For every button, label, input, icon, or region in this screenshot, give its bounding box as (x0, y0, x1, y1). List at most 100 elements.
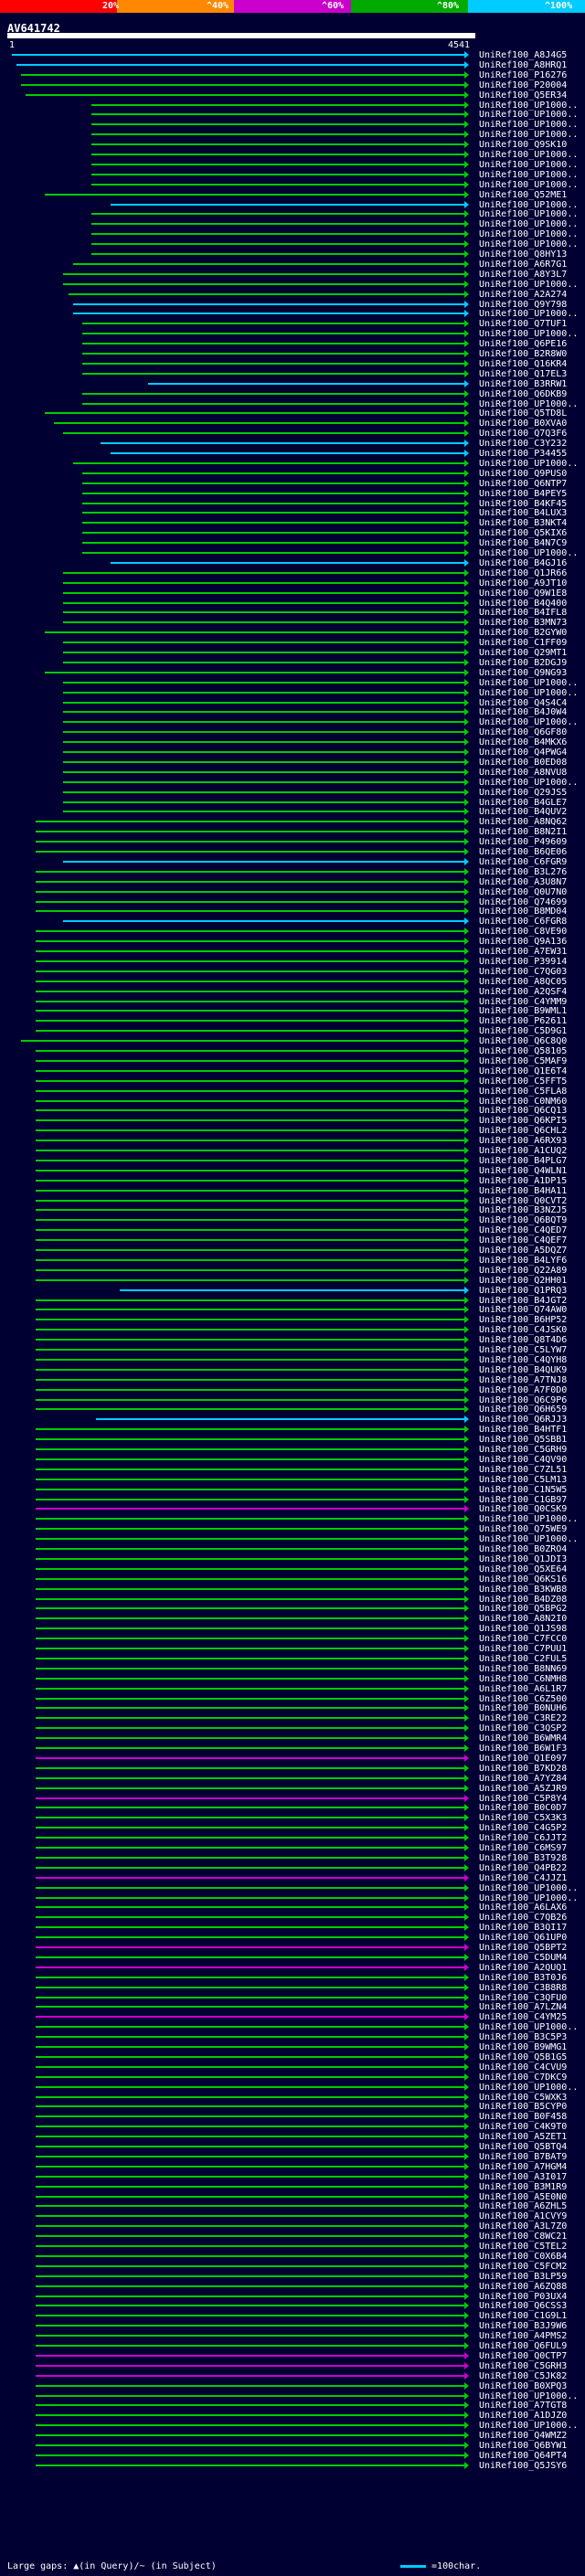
hit-row[interactable]: UniRef100_C4YMM9 (0, 997, 585, 1007)
alignment-line[interactable] (35, 1607, 466, 1610)
hit-label[interactable]: UniRef100_C7ZL51 (479, 1464, 568, 1475)
alignment-line[interactable] (35, 2175, 466, 2178)
hit-row[interactable]: UniRef100_Q0U7N0 (0, 887, 585, 897)
hit-label[interactable]: UniRef100_Q0U7N0 (479, 886, 568, 897)
alignment-line[interactable] (81, 353, 466, 355)
alignment-line[interactable] (35, 1518, 466, 1521)
alignment-line[interactable] (63, 920, 466, 923)
hit-label[interactable]: UniRef100_Q7TUF1 (479, 319, 568, 330)
hit-label[interactable]: UniRef100_B3L276 (479, 866, 568, 877)
hit-label[interactable]: UniRef100_Q5BPT2 (479, 1943, 568, 1953)
alignment-line[interactable] (35, 2254, 466, 2257)
hit-label[interactable]: UniRef100_C4JSK0 (479, 1325, 568, 1336)
alignment-line[interactable] (35, 1717, 466, 1720)
hit-row[interactable]: UniRef100_P49609 (0, 837, 585, 847)
hit-row[interactable]: UniRef100_UP1000.. (0, 2391, 585, 2401)
hit-label[interactable]: UniRef100_Q6CSS3 (479, 2301, 568, 2312)
hit-label[interactable]: UniRef100_C6JJT2 (479, 1833, 568, 1844)
hit-label[interactable]: UniRef100_C0NM60 (479, 1096, 568, 1107)
alignment-line[interactable] (35, 1786, 466, 1789)
hit-label[interactable]: UniRef100_Q6BYW1 (479, 2441, 568, 2451)
alignment-line[interactable] (35, 1756, 466, 1759)
hit-row[interactable]: UniRef100_UP1000.. (0, 778, 585, 788)
hit-row[interactable]: UniRef100_C5LYW7 (0, 1345, 585, 1355)
alignment-line[interactable] (35, 2026, 466, 2029)
alignment-line[interactable] (35, 1428, 466, 1431)
hit-row[interactable]: UniRef100_Q4PWG4 (0, 747, 585, 758)
hit-label[interactable]: UniRef100_B7KD28 (479, 1763, 568, 1774)
hit-label[interactable]: UniRef100_A8NQ62 (479, 817, 568, 828)
hit-label[interactable]: UniRef100_B0ED08 (479, 757, 568, 768)
hit-label[interactable]: UniRef100_A9JT10 (479, 578, 568, 588)
hit-label[interactable]: UniRef100_C3QFU0 (479, 1992, 568, 2003)
hit-label[interactable]: UniRef100_Q8HY13 (479, 249, 568, 260)
hit-label[interactable]: UniRef100_C5FCM2 (479, 2261, 568, 2272)
hit-row[interactable]: UniRef100_Q4S4C4 (0, 698, 585, 708)
hit-row[interactable]: UniRef100_Q29JS5 (0, 788, 585, 798)
alignment-line[interactable] (35, 2036, 466, 2039)
alignment-line[interactable] (35, 1448, 466, 1450)
hit-label[interactable]: UniRef100_Q17EL3 (479, 368, 568, 379)
hit-row[interactable]: UniRef100_B5CYP0 (0, 2102, 585, 2112)
alignment-line[interactable] (35, 2434, 466, 2437)
hit-row[interactable]: UniRef100_UP1000.. (0, 309, 585, 319)
alignment-line[interactable] (91, 133, 466, 136)
hit-label[interactable]: UniRef100_C5GRH3 (479, 2360, 568, 2371)
hit-label[interactable]: UniRef100_UP1000.. (479, 130, 579, 141)
alignment-line[interactable] (35, 1219, 466, 1222)
alignment-line[interactable] (63, 432, 466, 435)
hit-label[interactable]: UniRef100_A7EW31 (479, 947, 568, 957)
hit-row[interactable]: UniRef100_C4QYH8 (0, 1355, 585, 1365)
hit-label[interactable]: UniRef100_Q0CTP7 (479, 2350, 568, 2361)
alignment-line[interactable] (81, 542, 466, 545)
hit-row[interactable]: UniRef100_C5LM13 (0, 1475, 585, 1485)
alignment-line[interactable] (35, 1329, 466, 1331)
hit-row[interactable]: UniRef100_Q0CVT2 (0, 1196, 585, 1206)
alignment-line[interactable] (35, 990, 466, 992)
alignment-line[interactable] (35, 2464, 466, 2466)
alignment-line[interactable] (35, 2335, 466, 2337)
hit-label[interactable]: UniRef100_UP1000.. (479, 219, 579, 230)
hit-label[interactable]: UniRef100_UP1000.. (479, 777, 579, 788)
hit-label[interactable]: UniRef100_Q2HH01 (479, 1275, 568, 1286)
hit-row[interactable]: UniRef100_A1DP15 (0, 1176, 585, 1186)
alignment-line[interactable] (35, 2325, 466, 2327)
hit-label[interactable]: UniRef100_C5FLA8 (479, 1086, 568, 1097)
alignment-line[interactable] (35, 2146, 466, 2147)
alignment-line[interactable] (63, 701, 466, 704)
hit-row[interactable]: UniRef100_C6FGR8 (0, 917, 585, 927)
hit-label[interactable]: UniRef100_C4QEF7 (479, 1235, 568, 1246)
alignment-line[interactable] (35, 890, 466, 893)
hit-row[interactable]: UniRef100_Q4WMZ2 (0, 2431, 585, 2441)
alignment-line[interactable] (35, 2055, 466, 2058)
hit-label[interactable]: UniRef100_UP1000.. (479, 1514, 579, 1525)
hit-row[interactable]: UniRef100_Q6CHL2 (0, 1126, 585, 1136)
hit-row[interactable]: UniRef100_B9WML1 (0, 1006, 585, 1016)
hit-row[interactable]: UniRef100_Q64PT4 (0, 2451, 585, 2461)
hit-row[interactable]: UniRef100_A5E0N0 (0, 2192, 585, 2202)
hit-label[interactable]: UniRef100_A2QUQ1 (479, 1962, 568, 1973)
hit-label[interactable]: UniRef100_B0NUH6 (479, 1703, 568, 1714)
alignment-line[interactable] (35, 1010, 466, 1012)
hit-row[interactable]: UniRef100_Q29MT1 (0, 648, 585, 658)
alignment-line[interactable] (91, 243, 466, 246)
alignment-line[interactable] (35, 1339, 466, 1341)
hit-label[interactable]: UniRef100_B9WMG1 (479, 2042, 568, 2052)
hit-label[interactable]: UniRef100_A7HGM4 (479, 2161, 568, 2172)
hit-row[interactable]: UniRef100_P16276 (0, 70, 585, 80)
hit-row[interactable]: UniRef100_B8NN69 (0, 1664, 585, 1674)
alignment-line[interactable] (81, 343, 466, 345)
hit-label[interactable]: UniRef100_B3LP59 (479, 2271, 568, 2282)
hit-row[interactable]: UniRef100_C7QB26 (0, 1913, 585, 1923)
alignment-line[interactable] (91, 154, 466, 155)
hit-row[interactable]: UniRef100_Q6PE16 (0, 339, 585, 349)
hit-label[interactable]: UniRef100_UP1000.. (479, 110, 579, 121)
hit-row[interactable]: UniRef100_Q9NG93 (0, 668, 585, 678)
hit-row[interactable]: UniRef100_A6ZQ88 (0, 2282, 585, 2292)
hit-label[interactable]: UniRef100_C5FFT5 (479, 1076, 568, 1087)
alignment-line[interactable] (35, 1538, 466, 1541)
hit-label[interactable]: UniRef100_Q0CSK9 (479, 1504, 568, 1515)
alignment-line[interactable] (63, 860, 466, 863)
hit-row[interactable]: UniRef100_C7DKC9 (0, 2072, 585, 2083)
alignment-line[interactable] (35, 2394, 466, 2397)
